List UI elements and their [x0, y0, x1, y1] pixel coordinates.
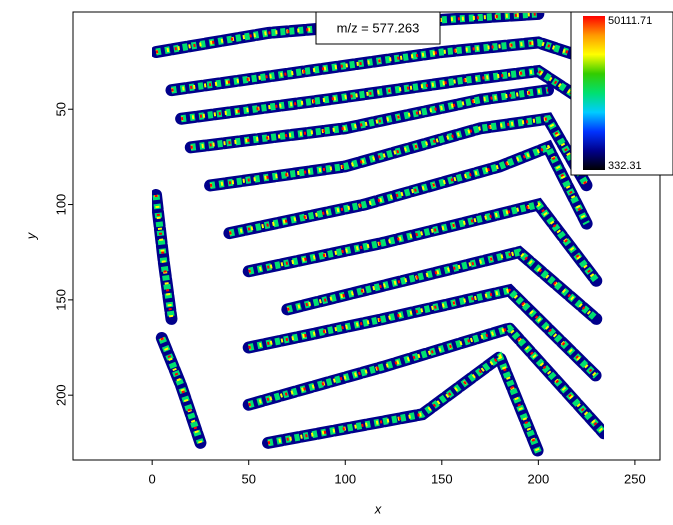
ion-band	[247, 200, 600, 283]
ion-band	[170, 38, 598, 94]
x-tick-label: 200	[528, 471, 550, 486]
ion-band	[247, 286, 599, 379]
x-tick-label: 100	[334, 471, 356, 486]
ion-band	[209, 114, 590, 189]
ion-band	[154, 194, 174, 320]
ion-band	[155, 13, 539, 55]
ion-band	[267, 353, 541, 454]
y-axis-label: y	[23, 231, 38, 240]
ion-band	[248, 326, 604, 435]
x-tick-label: 150	[431, 471, 453, 486]
ion-band	[209, 116, 589, 188]
x-tick-label: 0	[149, 471, 156, 486]
colorbar	[583, 16, 605, 170]
ion-band	[286, 248, 599, 322]
annotation: m/z = 577.263	[337, 20, 420, 35]
colorbar-min-label: 332.31	[608, 160, 642, 172]
colorbar-max-label: 50111.71	[608, 15, 652, 27]
y-tick-label: 100	[53, 194, 68, 216]
ion-band	[158, 336, 204, 444]
ion-band	[267, 354, 540, 453]
ion-band	[228, 142, 590, 237]
ion-image	[152, 13, 604, 459]
annotation-box	[315, 11, 441, 45]
ion-band	[190, 88, 549, 149]
x-tick-label: 250	[624, 471, 646, 486]
ion-band	[190, 86, 549, 151]
x-axis-label: x	[374, 501, 382, 516]
y-tick-label: 200	[53, 384, 68, 406]
ion-band	[180, 67, 599, 123]
y-tick-label: 150	[53, 289, 68, 311]
y-tick-label: 50	[53, 102, 68, 116]
x-tick-label: 50	[241, 471, 255, 486]
